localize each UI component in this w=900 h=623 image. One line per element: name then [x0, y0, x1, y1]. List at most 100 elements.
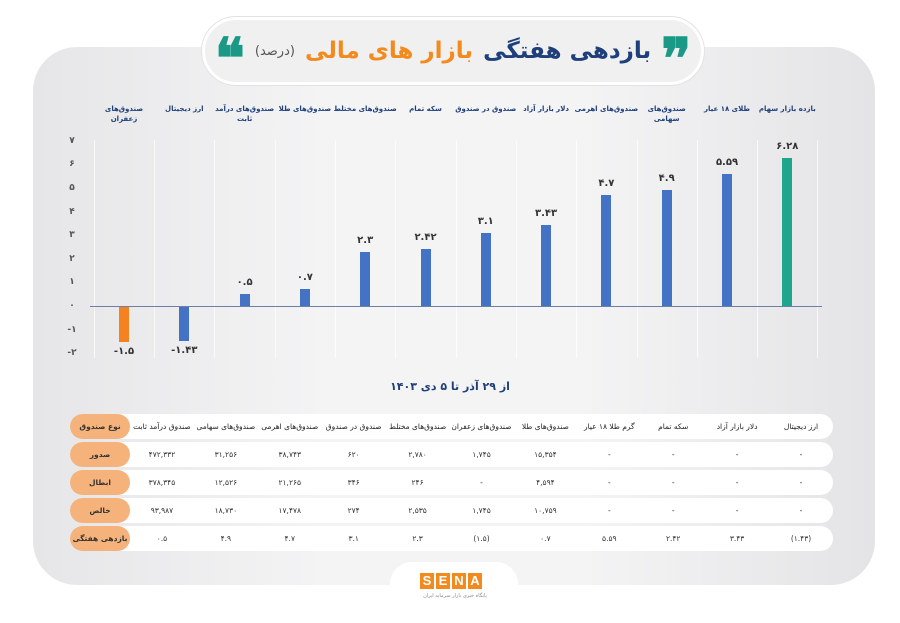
grid-line: [395, 140, 397, 358]
bar: [601, 195, 612, 306]
table-cell: ۳.۱: [348, 534, 359, 543]
title-text-primary: بازدهی هفتگی: [483, 38, 652, 64]
table-cell: ۱,۷۴۵: [472, 450, 491, 459]
category-label: صندوق‌های مختلط: [333, 105, 397, 113]
grid-line: [274, 140, 276, 358]
column-header: صندوق‌های اهرمی: [261, 422, 319, 431]
y-axis-tick: ۲: [69, 253, 75, 264]
y-axis-tick: ۱: [69, 277, 75, 288]
grid-line: [576, 140, 578, 358]
y-axis-tick: ۳: [69, 230, 75, 241]
category-label: ارز دیجیتال: [165, 105, 204, 113]
table-cell: -: [607, 450, 611, 459]
table-row: صدور ۴۷۲,۳۳۲ ۳۱,۲۵۶ ۳۸,۷۴۳ ۶۲۰ ۲,۷۸۰ ۱,۷۴۵ ۱۵,۳…: [70, 442, 833, 467]
table-cell: ۳۷۸,۳۴۵: [148, 478, 176, 487]
table-cell: ۲.۳: [412, 534, 423, 543]
grid-line: [515, 140, 517, 358]
table-cell: -: [735, 478, 739, 487]
y-axis-tick: -۲: [67, 348, 77, 359]
logo-letter: A: [468, 573, 482, 589]
bar: [480, 232, 491, 306]
table-cell: ۴.۹: [220, 534, 232, 543]
y-axis-tick: -۱: [67, 324, 77, 335]
table-cell: -: [671, 478, 675, 487]
quote-open-icon: ❞: [661, 26, 692, 92]
grid-line: [636, 140, 638, 358]
column-header: ارز دیجیتال: [783, 422, 819, 431]
row-header-cell: بازدهی هفتگی: [70, 526, 130, 551]
bar: [119, 307, 129, 343]
column-header: صندوق‌های زعفران: [451, 422, 512, 431]
bar-value-label: -۱.۴۳: [171, 344, 198, 356]
table-cell: ۴.۷: [284, 534, 295, 543]
column-header: صندوق در صندوق: [325, 422, 382, 431]
table-cell: ۲۱,۲۶۵: [278, 478, 302, 487]
row-header-cell: خالص: [70, 498, 130, 523]
table-cell: ۴۷۲,۳۳۲: [148, 450, 176, 459]
chart-card: [33, 47, 875, 585]
bar-value-label: ۳.۴۳: [535, 208, 558, 220]
grid-line: [696, 140, 698, 358]
category-label: دلار بازار آزاد: [523, 105, 570, 113]
logo-tagline: پایگاه خبری بازار سرمایه ایران: [423, 593, 487, 599]
y-axis-tick: ۷: [69, 135, 75, 146]
category-label: بازده بازار سهام: [758, 105, 816, 113]
table-cell: (۱.۴۳): [790, 534, 812, 543]
table-cell: ۱۵,۳۵۴: [534, 450, 557, 459]
table-cell: ۰.۷: [540, 534, 551, 543]
table-cell: (۱.۵): [473, 534, 490, 543]
table-cell: ۲,۷۸۰: [408, 450, 427, 459]
bar-value-label: ۲.۴۲: [414, 231, 437, 243]
bar: [420, 248, 431, 306]
bar-value-label: ۴.۷: [598, 178, 615, 190]
bar: [541, 225, 552, 306]
table-row: بازدهی هفتگی ۰.۵ ۴.۹ ۴.۷ ۳.۱ ۲.۳ (۱.۵) ۰.۷ ۵.۵۹ ۲…: [70, 526, 833, 551]
fund-flows-table: نوع صندوق صندوق درآمد ثابت صندوق‌های سهامی…: [70, 414, 833, 554]
bar-value-label: ۰.۷: [296, 272, 313, 284]
table-cell: ۵.۵۹: [602, 534, 617, 543]
category-label: صندوق‌های درآمد ثابت: [215, 105, 275, 123]
table-cell: ۳۱,۲۵۶: [214, 450, 238, 459]
table-cell: -: [735, 450, 739, 459]
grid-line: [214, 140, 216, 358]
date-range-subtitle: از ۲۹ آذر تا ۵ دی ۱۴۰۳: [390, 380, 510, 393]
table-cell: ۳.۴۳: [729, 534, 745, 543]
bar-value-label: ۲.۳: [357, 234, 374, 246]
category-label: صندوق‌های طلا: [278, 105, 332, 113]
y-axis-tick: ۵: [69, 183, 75, 193]
y-axis-tick: ۰: [69, 301, 75, 311]
table-cell: -: [671, 506, 675, 515]
bar-value-label: -۱.۵: [113, 346, 135, 358]
table-cell: ۲,۵۳۵: [408, 506, 427, 515]
category-label: صندوق‌های زعفران: [104, 105, 144, 123]
category-label: سکه تمام: [409, 105, 442, 113]
category-label: صندوق در صندوق: [455, 105, 517, 113]
bar-value-label: ۰.۵: [236, 277, 253, 289]
column-header: صندوق‌های سهامی: [196, 422, 256, 431]
title-unit: (درصد): [254, 43, 295, 59]
bar: [661, 190, 672, 306]
y-axis-tick: ۶: [69, 159, 75, 170]
column-header: صندوق‌های مختلط: [388, 422, 447, 431]
category-label: صندوق‌های سهامی: [647, 105, 686, 123]
table-cell: ۱۸,۷۳۰: [214, 506, 238, 515]
column-header: صندوق درآمد ثابت: [133, 422, 191, 431]
table-cell: ۲۴۶: [411, 478, 424, 487]
table-cell: -: [799, 506, 803, 515]
table-header-row: نوع صندوق صندوق درآمد ثابت صندوق‌های سهامی…: [70, 414, 833, 439]
y-axis-tick: ۴: [69, 206, 75, 217]
column-header: صندوق‌های طلا: [521, 422, 569, 431]
bar-value-label: ۳.۱: [477, 215, 494, 227]
category-label: صندوق‌های اهرمی: [574, 105, 639, 113]
table-cell: ۱۰,۷۵۹: [534, 506, 557, 515]
table-cell: ۱,۷۴۵: [472, 506, 491, 515]
bar: [782, 157, 793, 306]
grid-line: [817, 140, 819, 358]
column-header: گرم طلا ۱۸ عیار: [583, 422, 635, 431]
grid-line: [93, 140, 95, 358]
table-cell: ۶۲۰: [347, 450, 360, 459]
table-row: ابطال ۳۷۸,۳۴۵ ۱۲,۵۲۶ ۲۱,۲۶۵ ۳۴۶ ۲۴۶ - ۴,۵۹۴ - - - -: [70, 470, 833, 495]
table-row: خالص ۹۳,۹۸۷ ۱۸,۷۳۰ ۱۷,۴۷۸ ۲۷۴ ۲,۵۳۵ ۱,۷۴۵ ۱۰,۷۵…: [70, 498, 833, 523]
logo-letter: N: [452, 573, 466, 589]
